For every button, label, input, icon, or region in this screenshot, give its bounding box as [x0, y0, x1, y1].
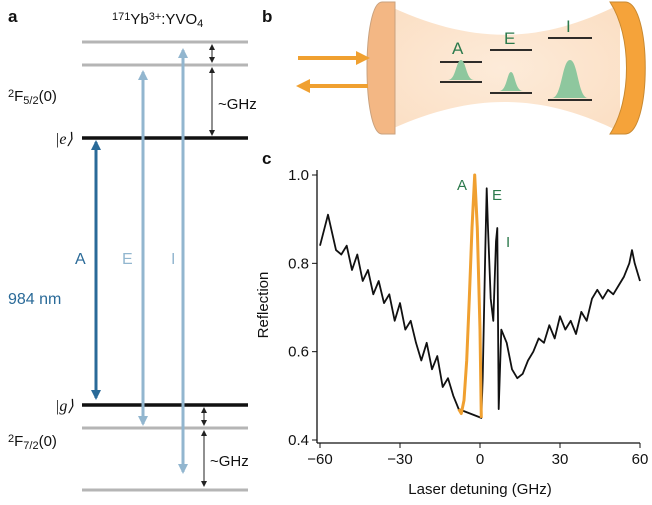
x-tick-label: 30 — [552, 451, 569, 468]
state-label: 2F5/2(0) — [8, 88, 57, 107]
peak — [499, 72, 523, 91]
transition-label: E — [122, 251, 133, 268]
transition-label: I — [566, 17, 571, 36]
text-part: 7/2 — [23, 440, 38, 452]
y-tick-label: 0.6 — [288, 344, 309, 361]
level-diagram: a 171Yb3+:YVO4 2F5/2(0) 2F7/2(0) |e⟩ |g⟩… — [8, 7, 257, 492]
text-part: F — [14, 88, 23, 105]
transition-label: E — [504, 29, 515, 48]
panel-label: a — [8, 7, 18, 26]
state-label: 2F7/2(0) — [8, 433, 57, 452]
x-axis-label: Laser detuning (GHz) — [408, 481, 551, 498]
x-tick-label: 60 — [632, 451, 649, 468]
cavity-mode — [385, 4, 620, 132]
peak — [448, 60, 474, 80]
text-part: 5/2 — [23, 95, 38, 107]
data-line — [319, 187, 641, 419]
text-part: 171 — [112, 11, 130, 23]
splitting-label: ~GHz — [210, 453, 249, 470]
mirror — [366, 1, 396, 135]
y-tick-label: 1.0 — [288, 167, 309, 184]
wavelength: 984 nm — [8, 291, 61, 308]
annotation: E — [492, 187, 502, 204]
reflection-chart: c Reflection Laser detuning (GHz) A E I … — [255, 149, 648, 498]
transition-label: I — [171, 251, 175, 268]
transition-label: A — [75, 251, 86, 268]
annotation: A — [457, 177, 467, 194]
data-line — [457, 173, 483, 418]
annotation: I — [506, 234, 510, 251]
title: 171Yb3+:YVO4 — [112, 11, 203, 30]
splitting-label: ~GHz — [218, 96, 257, 113]
x-tick-label: −30 — [387, 451, 412, 468]
y-axis-label: Reflection — [255, 272, 272, 339]
text-part: 2 — [8, 88, 14, 100]
x-tick-label: 0 — [476, 451, 484, 468]
transition-label: A — [452, 39, 464, 58]
text-part: (0) — [39, 433, 57, 450]
text-part: Yb — [130, 11, 148, 28]
ket: |e⟩ — [55, 131, 74, 148]
text-part: 3+ — [149, 11, 162, 23]
panel-label: b — [262, 7, 272, 26]
text-part: 2 — [8, 433, 14, 445]
text-part: :YVO — [161, 11, 197, 28]
mirror — [609, 1, 646, 135]
y-tick-label: 0.8 — [288, 255, 309, 272]
text-part: F — [14, 433, 23, 450]
y-tick-label: 0.4 — [288, 432, 309, 449]
peak — [552, 60, 588, 98]
text-part: (0) — [39, 88, 57, 105]
ket: |g⟩ — [55, 398, 74, 415]
text-part: 4 — [197, 18, 203, 30]
panel-label: c — [262, 149, 271, 168]
x-tick-label: −60 — [307, 451, 332, 468]
cavity-schematic: b A E I — [262, 1, 646, 135]
